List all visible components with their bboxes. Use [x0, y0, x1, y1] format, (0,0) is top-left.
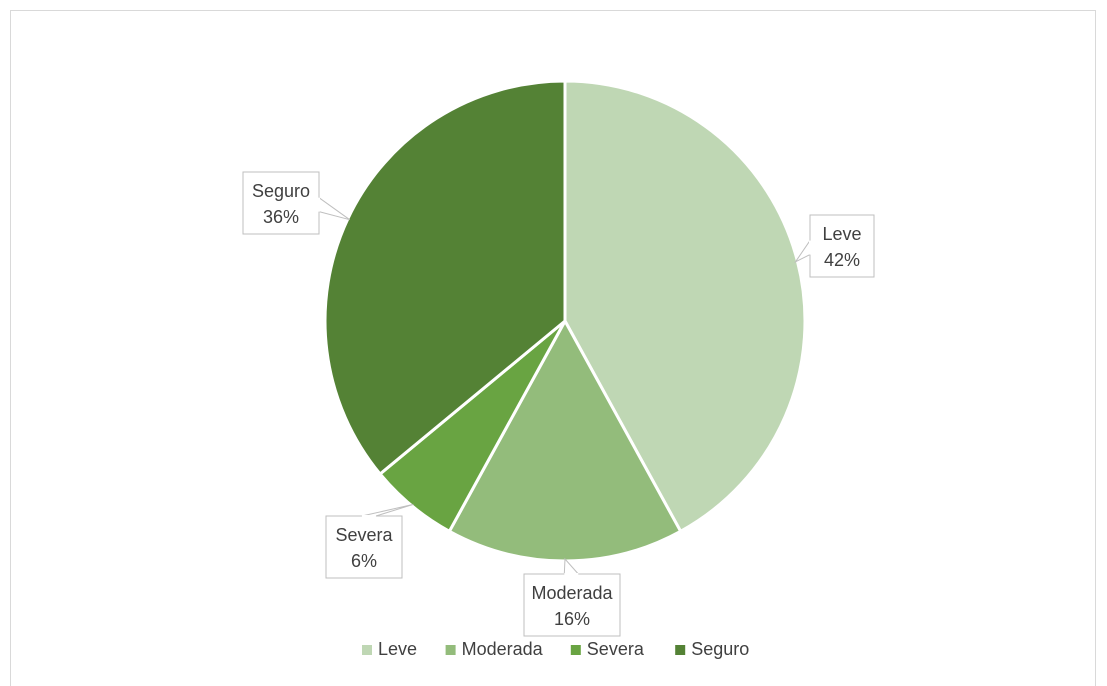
- callout-box-seguro: [242, 171, 320, 235]
- legend-item-moderada: Moderada: [445, 639, 544, 659]
- callout-pointer-leve: [794, 240, 811, 264]
- callout-pointer-severa: [361, 503, 414, 517]
- legend-label-leve: Leve: [378, 639, 417, 659]
- pie-slices: [323, 79, 807, 563]
- callout-pointer-moderada: [563, 557, 579, 575]
- legend-item-seguro: Seguro: [675, 639, 749, 659]
- data-label-value-leve: 42%: [824, 250, 860, 270]
- legend-label-moderada: Moderada: [462, 639, 544, 659]
- legend-item-severa: Severa: [570, 639, 645, 659]
- legend-label-seguro: Seguro: [691, 639, 749, 659]
- legend-swatch-leve: [362, 645, 372, 655]
- data-label-value-seguro: 36%: [263, 207, 299, 227]
- legend: Leve Moderada Severa Seguro: [362, 639, 749, 659]
- callout-box-leve: [809, 214, 875, 278]
- data-label-category-moderada: Moderada: [531, 583, 613, 603]
- data-label-value-moderada: 16%: [554, 609, 590, 629]
- data-label-category-seguro: Seguro: [252, 181, 310, 201]
- legend-item-leve: Leve: [362, 639, 417, 659]
- legend-swatch-severa: [570, 645, 581, 655]
- legend-swatch-seguro: [675, 645, 686, 655]
- legend-label-severa: Severa: [587, 639, 645, 659]
- legend-swatch-moderada: [445, 645, 456, 655]
- data-label-category-severa: Severa: [335, 525, 393, 545]
- data-label-category-leve: Leve: [822, 224, 861, 244]
- callout-box-severa: [325, 515, 403, 579]
- callout-pointer-seguro: [318, 197, 350, 221]
- data-label-value-severa: 6%: [351, 551, 377, 571]
- data-label-severa: Severa 6%: [325, 503, 414, 579]
- data-label-leve: Leve 42%: [794, 214, 875, 278]
- data-label-moderada: Moderada 16%: [523, 557, 621, 637]
- callout-box-moderada: [523, 573, 621, 637]
- data-label-seguro: Seguro 36%: [242, 171, 350, 235]
- data-labels: Leve 42% Moderada 16% Severa 6% Seguro 36%: [242, 171, 875, 637]
